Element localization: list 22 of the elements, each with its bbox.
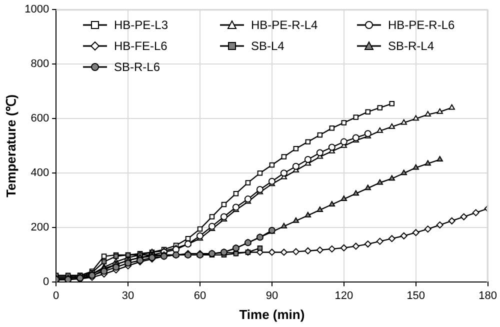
x-tick-label: 120	[334, 290, 354, 302]
x-tick-label: 30	[122, 290, 134, 302]
x-tick-label: 60	[194, 290, 206, 302]
legend-label: HB-PE-R-L4	[251, 18, 318, 32]
y-tick-label: 800	[30, 58, 50, 70]
y-tick-label: 1000	[24, 4, 50, 16]
x-tick-label: 90	[266, 290, 278, 302]
legend-label: SB-R-L6	[114, 60, 160, 74]
legend-label: SB-L4	[251, 39, 284, 53]
x-tick-label: 0	[53, 290, 60, 302]
y-tick-label: 200	[30, 222, 50, 234]
y-axis-title: Temperature (℃)	[3, 94, 18, 198]
x-axis-title: Time (min)	[239, 306, 305, 322]
legend-label: HB-PE-R-L6	[388, 18, 455, 32]
x-tick-label: 150	[406, 290, 426, 302]
legend-label: SB-R-L4	[388, 39, 434, 53]
y-tick-label: 600	[30, 112, 50, 125]
y-tick-label: 0	[42, 276, 50, 288]
y-tick-label: 400	[30, 167, 50, 180]
legend-label: HB-PE-L3	[114, 18, 168, 32]
legend-label: HB-FE-L6	[114, 39, 168, 53]
x-tick-label: 180	[478, 290, 498, 302]
